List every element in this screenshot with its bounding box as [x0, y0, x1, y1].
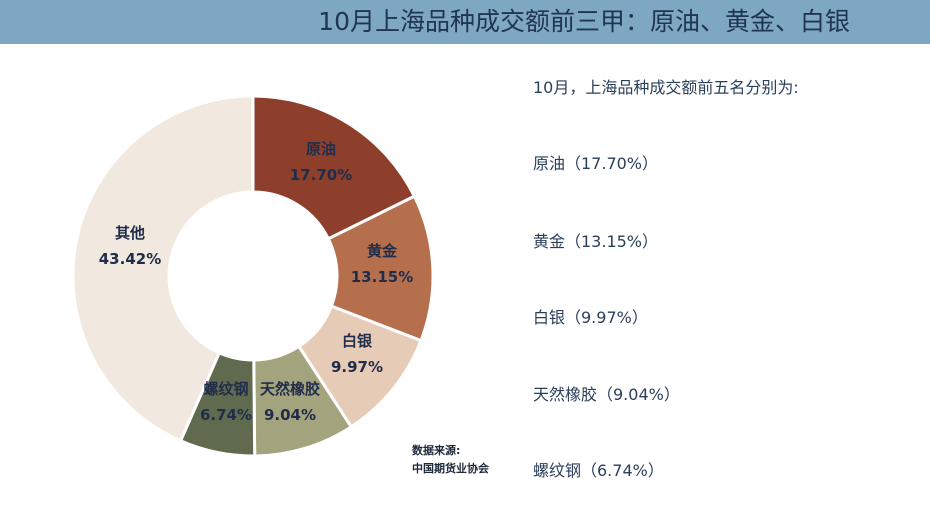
slice-name-gold: 黄金: [367, 242, 398, 260]
slice-others: [71, 94, 255, 443]
slice-value-natural-rubber: 9.04%: [264, 406, 316, 424]
slice-value-others: 43.42%: [99, 250, 161, 268]
slice-name-crude-oil: 原油: [306, 140, 336, 158]
source-label: 数据来源:: [412, 444, 461, 457]
slice-value-rebar: 6.74%: [200, 406, 252, 424]
slice-name-silver: 白银: [342, 332, 373, 350]
slice-name-natural-rubber: 天然橡胶: [260, 380, 320, 398]
summary-item-silver: 白银（9.97%）: [533, 308, 648, 327]
donut-chart: 原油 17.70% 黄金 13.15% 白银 9.97% 天然橡胶 9.04% 螺纹钢 6.74%…: [71, 94, 435, 458]
summary-item-natural-rubber: 天然橡胶（9.04%）: [533, 385, 680, 404]
slice-value-silver: 9.97%: [331, 358, 383, 376]
slice-value-crude-oil: 17.70%: [290, 166, 352, 184]
slice-value-gold: 13.15%: [351, 268, 413, 286]
title-bar: [0, 0, 930, 44]
slice-name-rebar: 螺纹钢: [203, 380, 248, 398]
summary-item-rebar: 螺纹钢（6.74%）: [533, 461, 664, 480]
source-name: 中国期货业协会: [412, 462, 489, 475]
page-title: 10月上海品种成交额前三甲：原油、黄金、白银: [318, 7, 850, 36]
slice-name-others: 其他: [115, 224, 145, 242]
summary-intro: 10月，上海品种成交额前五名分别为:: [533, 78, 799, 97]
slice-crude-oil: [251, 94, 417, 241]
summary-item-crude-oil: 原油（17.70%）: [533, 154, 659, 173]
data-source: 数据来源: 中国期货业协会: [412, 442, 489, 478]
summary-item-gold: 黄金（13.15%）: [533, 232, 659, 251]
